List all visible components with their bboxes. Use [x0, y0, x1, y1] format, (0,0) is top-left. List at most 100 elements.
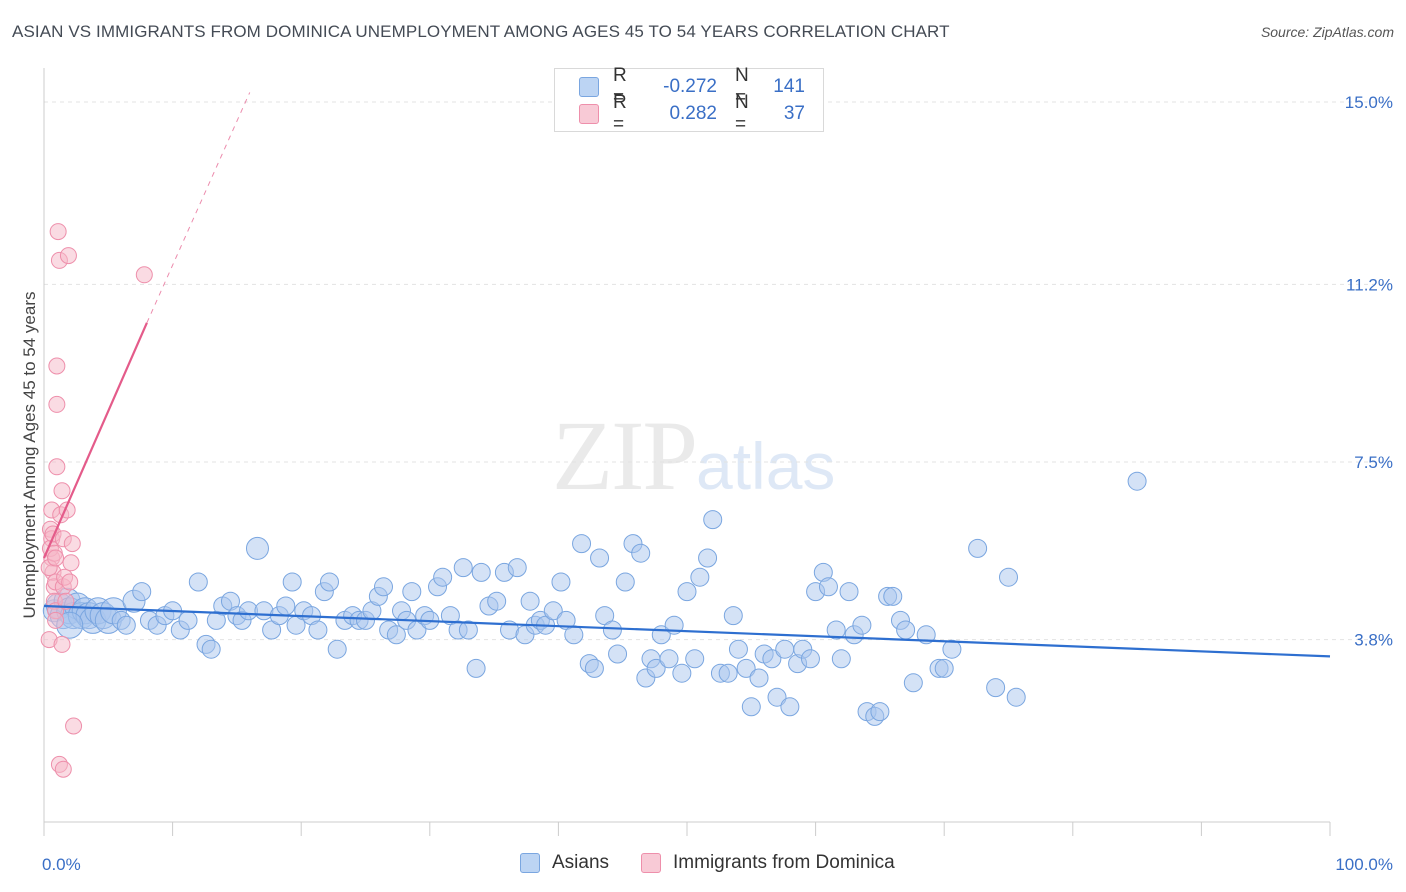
- asians-point: [543, 601, 563, 621]
- asians-point: [723, 606, 743, 626]
- dominica-point: [53, 635, 71, 653]
- asians-point: [132, 582, 152, 602]
- dominica-trend-line: [42, 322, 148, 559]
- asians-point: [839, 582, 859, 602]
- y-tick-label: 11.2%: [1346, 275, 1393, 294]
- legend-swatch-dominica: [641, 853, 662, 873]
- asians-point: [564, 625, 584, 645]
- watermark-zip: ZIP: [552, 400, 698, 511]
- trend-lines: [42, 92, 1331, 658]
- asians-point: [999, 567, 1018, 587]
- asians-point: [1127, 471, 1147, 491]
- correlation-legend: R = -0.272 N = 141 R = 0.282 N = 37: [554, 65, 824, 135]
- watermark: ZIPatlas: [552, 398, 835, 513]
- dominica-point: [54, 760, 72, 778]
- asians-point: [308, 620, 328, 640]
- asians-point: [883, 586, 903, 606]
- asians-point: [852, 615, 872, 635]
- dominica-point: [47, 611, 65, 629]
- asians-point: [188, 572, 208, 592]
- series-legend: Asians Immigrants from Dominica: [520, 852, 927, 874]
- legend-swatch-dominica: [579, 104, 599, 124]
- asians-point: [690, 567, 710, 587]
- legend-item-dominica[interactable]: Immigrants from Dominica: [641, 852, 895, 874]
- legend-label-dominica: Immigrants from Dominica: [673, 852, 895, 873]
- y-axis-label: Unemployment Among Ages 45 to 54 years: [20, 291, 39, 619]
- asians-point: [800, 649, 820, 669]
- dominica-point: [65, 717, 83, 735]
- asians-point: [590, 548, 610, 568]
- asians-point: [178, 610, 198, 630]
- legend-r-label: R =: [613, 65, 627, 108]
- asians-point: [718, 663, 738, 683]
- asians-point: [831, 649, 851, 669]
- asians-point: [551, 572, 571, 592]
- asians-point: [282, 572, 302, 592]
- asians-point: [201, 639, 221, 659]
- dominica-point: [47, 549, 65, 567]
- x-tick-label: 0.0%: [42, 855, 81, 874]
- chart-title: ASIAN VS IMMIGRANTS FROM DOMINICA UNEMPL…: [12, 22, 950, 41]
- asians-point: [818, 577, 838, 597]
- asians-point: [685, 649, 705, 669]
- asians-point: [584, 658, 604, 678]
- asians-point: [572, 534, 592, 554]
- asians-point: [826, 620, 846, 640]
- asians-point: [672, 663, 692, 683]
- asians-point: [736, 658, 756, 678]
- legend-item-asians[interactable]: Asians: [520, 852, 609, 874]
- legend-n-value: 37: [783, 103, 805, 124]
- asians-point: [116, 615, 136, 635]
- asians-point: [319, 572, 339, 592]
- dominica-point: [135, 266, 153, 284]
- asians-point: [386, 625, 406, 645]
- dominica-point: [49, 223, 67, 241]
- asians-point: [520, 591, 540, 611]
- asians-point: [698, 548, 718, 568]
- asians-point: [677, 582, 697, 602]
- dominica-point: [59, 247, 77, 265]
- asians-point: [903, 673, 923, 693]
- dominica-trend-extension: [146, 92, 251, 324]
- y-tick-label: 7.5%: [1354, 453, 1393, 472]
- asians-point: [276, 596, 296, 616]
- asians-point: [615, 572, 635, 592]
- legend-row-asians: R = -0.272 N = 141: [579, 65, 805, 108]
- asians-point: [896, 620, 916, 640]
- asians-point: [608, 644, 628, 664]
- tick-labels: 3.8% 7.5% 11.2% 15.0% 0.0% 100.0%: [42, 93, 1393, 874]
- asians-points: [42, 471, 1147, 726]
- asians-point: [402, 582, 422, 602]
- asians-point: [327, 639, 347, 659]
- asians-point: [471, 562, 491, 582]
- asians-point: [433, 567, 453, 587]
- asians-point: [466, 658, 486, 678]
- y-tick-label: 3.8%: [1354, 631, 1393, 650]
- asians-point: [374, 577, 394, 597]
- asians-point: [487, 591, 507, 611]
- asians-point: [968, 538, 988, 558]
- dominica-point: [48, 357, 66, 375]
- dominica-point: [48, 395, 66, 413]
- asians-point: [942, 639, 962, 659]
- asians-point: [934, 658, 954, 678]
- dominica-point: [53, 482, 71, 500]
- asians-point: [767, 687, 787, 707]
- dominica-points: [40, 223, 153, 778]
- dominica-point: [63, 535, 81, 553]
- legend-r-value: 0.282: [669, 103, 717, 124]
- asians-point: [1006, 687, 1026, 707]
- legend-r-value: -0.272: [663, 76, 717, 97]
- legend-swatch-asians: [520, 853, 540, 873]
- legend-row-dominica: R = 0.282 N = 37: [579, 92, 805, 135]
- legend-swatch-asians: [579, 77, 599, 97]
- x-tick-label: 100.0%: [1335, 855, 1393, 874]
- asians-point: [453, 558, 473, 578]
- asians-point: [631, 543, 651, 563]
- legend-label-asians: Asians: [552, 852, 610, 873]
- dominica-point: [62, 554, 80, 572]
- asians-point: [703, 510, 723, 530]
- asians-point: [986, 678, 1006, 698]
- source-label: Source: ZipAtlas.com: [1260, 24, 1394, 40]
